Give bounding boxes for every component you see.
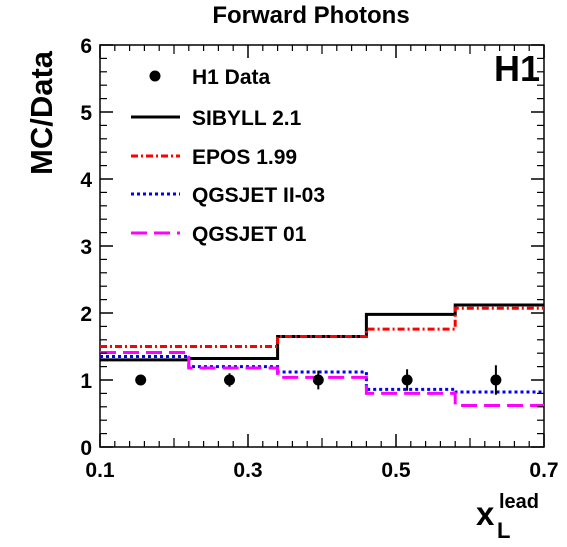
- h1-watermark: H1: [494, 48, 540, 89]
- data-point-0: [135, 374, 147, 386]
- y-tick-label-3: 3: [80, 236, 92, 259]
- plot-frame: [99, 44, 545, 448]
- series-line-1: [100, 306, 544, 348]
- y-tick-label-1: 1: [80, 370, 92, 393]
- x-tick-label-0: 0.1: [85, 459, 115, 482]
- legend-label-3: QGSJET 01: [192, 223, 307, 246]
- y-tick-label-0: 0: [80, 437, 92, 460]
- ticks-layer: 0.1 0.3 0.5 0.7 0 1 2 3 4 5 6: [80, 35, 558, 482]
- y-tick-label-5: 5: [80, 102, 92, 125]
- y-tick-label-4: 4: [80, 169, 92, 192]
- series-line-2: [100, 355, 544, 394]
- legend-label-0: SIBYLL 2.1: [192, 107, 302, 130]
- data-point-2: [312, 374, 324, 386]
- legend-label-1: EPOS 1.99: [192, 146, 297, 169]
- x-axis-label: x L lead: [476, 491, 539, 543]
- x-tick-label-3: 0.7: [529, 459, 558, 482]
- data-point-3: [401, 374, 413, 386]
- y-tick-label-2: 2: [80, 303, 92, 326]
- chart-title: Forward Photons: [212, 2, 409, 29]
- series-line-3: [100, 351, 544, 407]
- x-axis-label-main: x: [476, 495, 495, 532]
- x-tick-label-1: 0.3: [233, 459, 262, 482]
- data-point-1: [224, 374, 235, 386]
- legend-marker-data: [149, 70, 161, 82]
- y-axis-label: MC/Data: [24, 50, 59, 175]
- series-layer: [100, 303, 544, 407]
- x-tick-label-2: 0.5: [381, 459, 411, 482]
- legend-label-data: H1 Data: [192, 66, 271, 89]
- data-point-4: [490, 374, 502, 386]
- y-tick-label-6: 6: [80, 35, 92, 58]
- series-line-0: [100, 303, 544, 362]
- x-axis-label-subscript: L: [497, 518, 510, 543]
- x-axis-label-superscript: lead: [499, 491, 539, 513]
- legend-label-2: QGSJET II-03: [192, 184, 325, 207]
- legend: H1 Data SIBYLL 2.1 EPOS 1.99 QGSJET II-03 QG…: [131, 66, 325, 246]
- data-points-layer: [135, 365, 502, 395]
